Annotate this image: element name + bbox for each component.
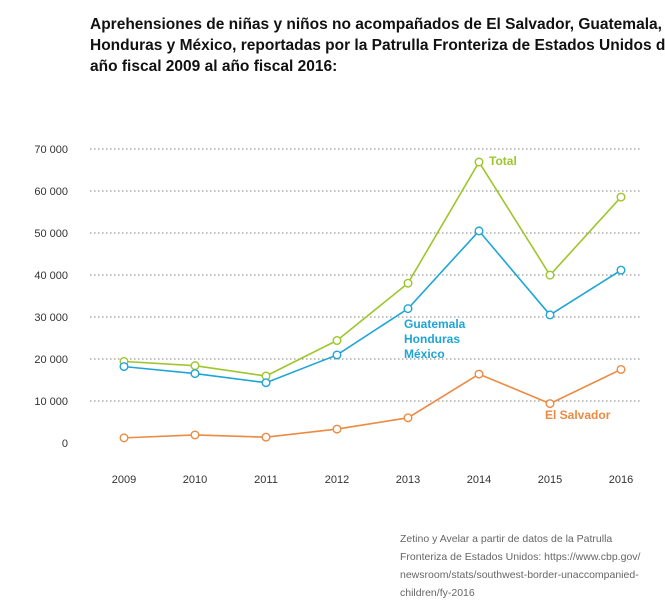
data-point: [474, 157, 484, 167]
data-point: [545, 270, 555, 280]
x-tick-label: 2014: [467, 474, 491, 486]
data-point: [545, 399, 555, 409]
y-tick-label: 50 000: [34, 228, 68, 240]
chart-title: Aprehensiones de niñas y niños no acompa…: [90, 14, 665, 77]
chart-title-line: año fiscal 2009 al año fiscal 2016:: [90, 58, 338, 75]
y-tick-label: 20 000: [34, 354, 68, 366]
y-tick-label: 70 000: [34, 144, 68, 156]
data-point: [332, 424, 342, 434]
data-point: [119, 433, 129, 443]
series-line: [123, 160, 622, 377]
x-tick-label: 2010: [183, 474, 207, 486]
x-tick-label: 2013: [396, 474, 420, 486]
series-label: Guatemala: [404, 317, 466, 331]
x-tick-label: 2009: [112, 474, 136, 486]
y-tick-label: 10 000: [34, 396, 68, 408]
x-tick-label: 2011: [254, 474, 278, 486]
y-tick-label: 30 000: [34, 312, 68, 324]
source-line: children/fy-2016: [400, 587, 475, 599]
data-point: [190, 361, 200, 371]
chart-title-line: Honduras y México, reportadas por la Pat…: [90, 37, 665, 54]
series-label: Total: [489, 154, 517, 168]
data-point: [261, 378, 271, 388]
series-label: El Salvador: [545, 408, 611, 422]
data-point: [332, 336, 342, 346]
data-point: [190, 430, 200, 440]
series-line: [123, 368, 622, 439]
x-tick-label: 2012: [325, 474, 349, 486]
data-point: [403, 278, 413, 288]
source-line: newsroom/stats/southwest-border-unaccomp…: [400, 569, 639, 581]
series-label: México: [404, 347, 445, 361]
source-note: Zetino y Avelar a partir de datos de la …: [400, 530, 660, 602]
series-line: [123, 229, 622, 384]
series-label: Honduras: [404, 332, 460, 346]
x-tick-label: 2016: [609, 474, 633, 486]
data-point: [616, 364, 626, 374]
data-point: [616, 192, 626, 202]
data-point: [190, 369, 200, 379]
y-tick-label: 40 000: [34, 270, 68, 282]
data-point: [474, 226, 484, 236]
data-point: [403, 304, 413, 314]
data-point: [261, 432, 271, 442]
data-point: [545, 310, 555, 320]
chart-title-line: Aprehensiones de niñas y niños no acompa…: [90, 16, 662, 33]
data-point: [403, 413, 413, 423]
data-point: [332, 350, 342, 360]
y-tick-label: 0: [62, 438, 68, 450]
data-point: [474, 369, 484, 379]
y-tick-label: 60 000: [34, 186, 68, 198]
data-point: [616, 265, 626, 275]
source-line: Zetino y Avelar a partir de datos de la …: [400, 533, 613, 545]
source-line: Fronteriza de Estados Unidos: https://ww…: [400, 551, 641, 563]
x-tick-label: 2015: [538, 474, 562, 486]
data-point: [119, 362, 129, 372]
